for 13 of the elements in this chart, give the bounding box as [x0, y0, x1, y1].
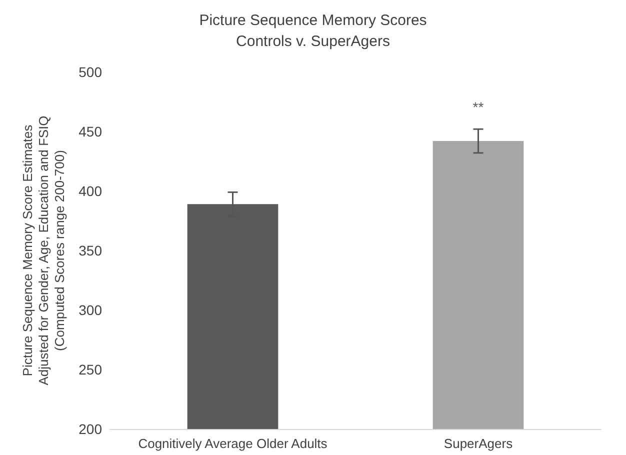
chart-title: Picture Sequence Memory Scores	[199, 12, 427, 29]
y-tick-label: 500	[78, 64, 102, 80]
x-tick-label: Cognitively Average Older Adults	[138, 436, 328, 451]
y-tick-label: 450	[78, 124, 102, 140]
y-axis-title: Picture Sequence Memory Score Estimates Adjusted for Gender, Age, Education and FSIQ (Computed Scores range 200-700)	[20, 116, 68, 386]
y-tick-label: 400	[78, 183, 102, 199]
x-tick-label: SuperAgers	[444, 436, 514, 451]
y-tick-label: 350	[78, 242, 102, 258]
y-tick-label: 200	[78, 421, 102, 437]
y-tick-label: 250	[78, 362, 102, 378]
annotation: **	[472, 99, 484, 116]
chart-subtitle: Controls v. SuperAgers	[236, 33, 390, 50]
y-tick-label: 300	[78, 302, 102, 318]
